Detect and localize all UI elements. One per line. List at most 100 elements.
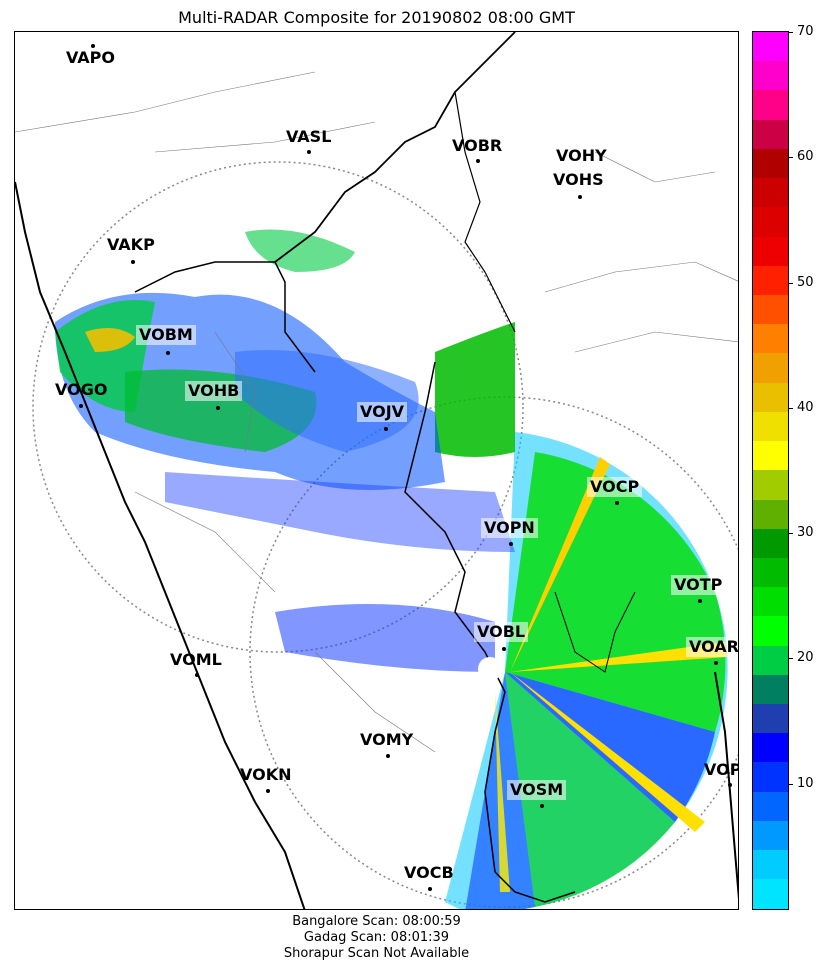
border-maharashtra — [134, 261, 316, 373]
station-dot-vosm — [540, 804, 544, 808]
colorbar-segment — [753, 382, 788, 412]
station-label-vasl[interactable]: VASL — [286, 127, 332, 146]
colorbar-tick — [789, 533, 793, 535]
station-label-vogo[interactable]: VOGO — [55, 380, 108, 399]
footer-bangalore-scan: Bangalore Scan: 08:00:59 — [292, 914, 461, 929]
colorbar-segment — [753, 207, 788, 237]
station-label-vocp[interactable]: VOCP — [587, 477, 643, 497]
station-dot-vocp — [615, 501, 619, 505]
station-dot-vapo — [91, 44, 95, 48]
colorbar-segment — [753, 645, 788, 675]
station-dot-vohs — [578, 195, 582, 199]
station-dot-vogo — [79, 404, 83, 408]
colorbar-segment — [753, 499, 788, 529]
colorbar-segment — [753, 733, 788, 763]
reflectivity-colorbar — [752, 31, 789, 910]
station-dot-voar — [714, 661, 718, 665]
echo-band-mid — [165, 472, 515, 552]
radar-map[interactable]: VAPO VASL VOBR VOHY VOHS VAKP VOBM VOGO … — [14, 31, 739, 910]
colorbar-segment — [753, 470, 788, 500]
coastline-west — [15, 181, 306, 909]
map-title: Multi-RADAR Composite for 20190802 08:00… — [178, 8, 575, 27]
station-label-vopn[interactable]: VOPN — [481, 518, 538, 538]
colorbar-segment — [753, 353, 788, 383]
coastline-east — [714, 671, 738, 900]
colorbar-segment — [753, 324, 788, 354]
echo-blue-central — [235, 350, 419, 452]
colorbar-segment — [753, 32, 788, 62]
colorbar-tick — [789, 32, 793, 33]
station-label-vocb[interactable]: VOCB — [404, 863, 454, 882]
colorbar-tick — [789, 658, 793, 660]
spoke-yellow-se — [510, 672, 705, 832]
footer-shorapur-scan: Shorapur Scan Not Available — [283, 946, 470, 961]
colorbar-segment — [753, 616, 788, 646]
colorbar-segment — [753, 148, 788, 179]
station-label-voml[interactable]: VOML — [170, 650, 222, 669]
colorbar-tick — [789, 407, 793, 409]
footer-gadag-scan: Gadag Scan: 08:01:39 — [303, 930, 450, 945]
colorbar-tick — [789, 783, 793, 785]
spoke-yellow-south — [495, 692, 510, 892]
colorbar-segment — [753, 528, 788, 558]
station-dot-vopc — [728, 783, 732, 787]
colorbar-tick-label: 20 — [797, 650, 814, 666]
station-dot-vobr — [476, 159, 480, 163]
border-ap — [404, 361, 506, 873]
station-label-vobm[interactable]: VOBM — [136, 325, 196, 345]
gadag-range-circle — [32, 161, 524, 653]
border-north — [274, 32, 516, 263]
station-label-vobl[interactable]: VOBL — [474, 622, 529, 642]
station-dot-vobl — [502, 647, 506, 651]
colorbar-segment — [753, 61, 788, 91]
station-dot-voml — [195, 673, 199, 677]
border-tn — [494, 871, 576, 903]
station-dot-vomy — [386, 754, 390, 758]
colorbar-segment — [753, 704, 788, 734]
colorbar-tick-label: 40 — [797, 399, 814, 415]
station-label-votp[interactable]: VOTP — [671, 575, 726, 595]
colorbar-segment — [753, 119, 788, 149]
colorbar-tick-label: 10 — [797, 775, 814, 791]
station-label-vohy[interactable]: VOHY — [556, 146, 607, 165]
colorbar-segment — [753, 236, 788, 266]
district-lines — [15, 71, 738, 753]
colorbar-segment — [753, 762, 788, 792]
colorbar-segment — [753, 587, 788, 617]
colorbar-segment — [753, 265, 788, 295]
spoke-yellow-east — [510, 642, 727, 672]
station-label-vokn[interactable]: VOKN — [240, 765, 292, 784]
colorbar-segment — [753, 178, 788, 208]
colorbar-segment — [753, 820, 788, 851]
station-label-vosm[interactable]: VOSM — [507, 780, 567, 800]
map-canvas — [15, 32, 738, 909]
station-label-vapo[interactable]: VAPO — [66, 48, 116, 67]
station-label-vopc[interactable]: VOPC — [704, 760, 738, 779]
colorbar-segment — [753, 557, 788, 588]
station-dot-vocb — [428, 887, 432, 891]
colorbar-tick — [789, 282, 793, 284]
colorbar-segment — [753, 879, 788, 909]
echo-green-north-west — [245, 229, 355, 272]
colorbar-segment — [753, 674, 788, 705]
station-label-vohs[interactable]: VOHS — [553, 170, 604, 189]
border-telangana — [454, 91, 516, 333]
echo-band-south — [275, 604, 495, 672]
bangalore-center-hole — [478, 657, 502, 681]
station-dot-vohb — [216, 406, 220, 410]
station-dot-vokn — [266, 789, 270, 793]
colorbar-segment — [753, 441, 788, 471]
station-label-vojv[interactable]: VOJV — [357, 402, 408, 422]
station-label-vobr[interactable]: VOBR — [452, 136, 503, 155]
station-dot-votp — [698, 599, 702, 603]
echo-green-north — [435, 322, 515, 457]
spoke-yellow-ne — [510, 457, 610, 672]
colorbar-tick-label: 60 — [797, 149, 814, 165]
colorbar-segment — [753, 411, 788, 442]
border-inner — [554, 591, 636, 673]
station-label-vohb[interactable]: VOHB — [185, 381, 243, 401]
station-label-vomy[interactable]: VOMY — [360, 730, 414, 749]
station-label-voar[interactable]: VOAR — [686, 637, 738, 657]
station-label-vakp[interactable]: VAKP — [107, 235, 155, 254]
echo-yellow-coast — [85, 328, 135, 352]
